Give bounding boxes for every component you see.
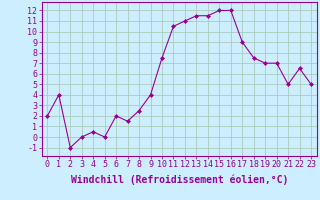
X-axis label: Windchill (Refroidissement éolien,°C): Windchill (Refroidissement éolien,°C) <box>70 175 288 185</box>
